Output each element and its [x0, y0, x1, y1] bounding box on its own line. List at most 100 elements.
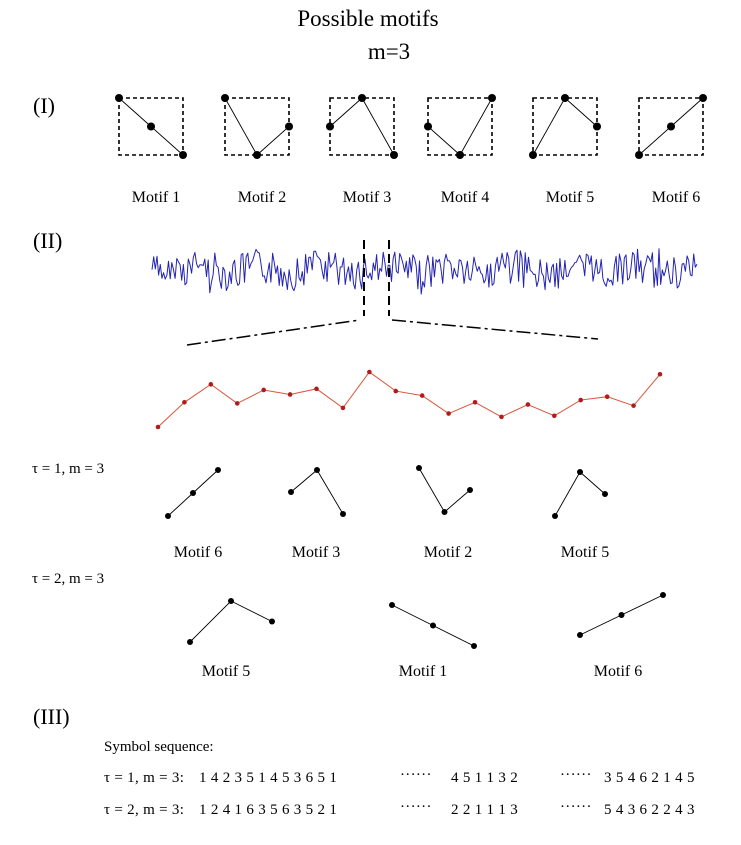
- segment-point: [261, 387, 266, 393]
- motif-glyph-line: [329, 97, 395, 156]
- motif-label: Motif 6: [652, 189, 700, 206]
- motif-glyph-point-3: [179, 151, 187, 159]
- tau1-motif-glyph-point-1: [288, 489, 294, 495]
- tau1-label: τ = 1, m = 3: [32, 461, 104, 477]
- motif-box: [638, 97, 704, 156]
- tau1-example-1: Motif 6: [165, 467, 222, 561]
- tau1-motif-glyph-point-3: [602, 491, 608, 497]
- tau1-example-3: Motif 2: [416, 465, 473, 561]
- tau1-example-2: Motif 3: [288, 467, 346, 561]
- motif-glyph-point-1: [635, 151, 643, 159]
- zoom-window: [186, 240, 599, 346]
- motif-glyph-point-1: [221, 94, 229, 102]
- motif-glyph-point-2: [253, 151, 261, 159]
- segment-point: [208, 382, 214, 387]
- motif-label: Motif 2: [238, 189, 286, 206]
- symbol-sequence: Symbol sequence: τ = 1, m = 3: 1 4 2 3 5…: [104, 739, 695, 818]
- motif-card-4: Motif 4: [424, 94, 496, 206]
- tau2-sequence-prefix: τ = 2, m = 3:: [104, 802, 184, 818]
- tau2-motif-glyph: [187, 598, 275, 645]
- zoomed-segment: [155, 369, 663, 430]
- tau2-motif-label: Motif 1: [399, 663, 447, 680]
- motif-glyph-point-1: [115, 94, 123, 102]
- tau1-motif-glyph-line: [290, 469, 344, 515]
- tau2-example-1: Motif 5: [187, 598, 275, 680]
- segment-point: [499, 414, 504, 420]
- tau1-sequence-part2: 4 5 1 1 3 2: [451, 770, 518, 786]
- tau2-label: τ = 2, m = 3: [32, 571, 104, 587]
- motif-glyph-point-2: [456, 151, 464, 159]
- tau2-motif-glyph-point-2: [228, 598, 234, 604]
- motif-glyph-point-2: [147, 122, 155, 131]
- tau1-motif-glyph-point-2: [190, 490, 196, 496]
- tau1-motif-glyph-point-3: [340, 511, 346, 517]
- tau2-motif-glyph-point-2: [430, 622, 436, 629]
- zoom-connector-right: [391, 319, 599, 340]
- motif-box: [427, 97, 493, 156]
- tau2-example-2: Motif 1: [389, 602, 477, 680]
- segment-point: [393, 388, 399, 394]
- motif-glyph-point-2: [561, 94, 569, 102]
- segment-point: [446, 411, 451, 416]
- tau1-sequence-ellipsis-2: ······: [560, 767, 592, 783]
- tau2-motif-label: Motif 5: [202, 663, 250, 680]
- motif-glyph-point-2: [667, 122, 675, 131]
- motif-glyph-point-1: [326, 122, 334, 131]
- motif-glyph: [115, 94, 187, 159]
- tau2-example-3: Motif 6: [577, 592, 666, 680]
- tau2-motif-glyph: [577, 592, 666, 638]
- tau1-sequence-ellipsis-1: ······: [400, 767, 432, 783]
- motif-card-2: Motif 2: [221, 94, 293, 206]
- tau2-motif-glyph-point-3: [660, 592, 666, 598]
- motif-label: Motif 4: [441, 189, 489, 206]
- section-label-1: (I): [33, 93, 55, 118]
- tau1-motif-glyph-line: [418, 467, 471, 513]
- segment-line: [157, 371, 661, 428]
- tau2-sequence-ellipsis-2: ······: [560, 799, 592, 815]
- segment-point: [419, 393, 425, 398]
- motif-glyph: [424, 94, 496, 159]
- motif-glyph-line: [532, 97, 598, 156]
- tau1-sequence-part3: 3 5 4 6 2 1 4 5: [604, 770, 695, 786]
- tau1-motif-label: Motif 6: [174, 544, 222, 561]
- tau1-motif-glyph-point-1: [416, 465, 422, 471]
- tau2-examples: Motif 5 Motif 1 Motif 6: [187, 592, 666, 680]
- tau2-motif-glyph-point-3: [471, 643, 477, 649]
- tau1-motif-glyph-point-2: [314, 467, 320, 473]
- tau1-motif-label: Motif 3: [292, 544, 340, 561]
- tau1-motif-glyph: [165, 467, 221, 519]
- segment-point: [472, 400, 478, 405]
- tau1-sequence-part1: 1 4 2 3 5 1 4 5 3 6 5 1: [199, 770, 337, 786]
- tau1-motif-glyph-point-2: [441, 509, 448, 515]
- tau1-example-4: Motif 5: [552, 469, 609, 561]
- segment-point: [657, 371, 663, 377]
- tau2-sequence-ellipsis-1: ······: [400, 799, 432, 815]
- motif-glyph-point-1: [424, 122, 432, 131]
- segment-point: [182, 400, 187, 405]
- tau2-motif-glyph-point-3: [269, 618, 275, 625]
- motif-box: [329, 97, 395, 156]
- motif-card-3: Motif 3: [326, 94, 398, 206]
- tau1-motif-glyph-point-2: [577, 469, 583, 475]
- motif-box: [118, 97, 184, 156]
- motif-glyph-point-3: [390, 151, 398, 159]
- tau1-motif-glyph-line: [554, 471, 606, 517]
- tau1-examples: Motif 6 Motif 3 Motif 2 Motif 5: [165, 465, 609, 561]
- tau1-motif-glyph-point-3: [467, 487, 473, 493]
- tau2-motif-glyph-point-2: [618, 612, 625, 618]
- tau1-motif-glyph-point-3: [215, 467, 221, 473]
- motif-glyph-point-2: [358, 94, 366, 102]
- tau2-motif-label: Motif 6: [594, 663, 642, 680]
- motif-box: [532, 97, 598, 156]
- tau2-motif-glyph: [389, 602, 477, 649]
- tau2-sequence-part1: 1 2 4 1 6 3 5 6 3 5 2 1: [199, 802, 337, 818]
- tau2-motif-glyph-point-1: [187, 639, 193, 645]
- segment-point: [314, 386, 319, 392]
- segment-point: [287, 392, 293, 397]
- tau1-motif-glyph-point-1: [165, 513, 171, 519]
- motif-glyph-line: [427, 97, 493, 156]
- segment-point: [552, 413, 557, 419]
- tau1-motif-glyph: [288, 467, 346, 517]
- segment-point: [578, 397, 584, 403]
